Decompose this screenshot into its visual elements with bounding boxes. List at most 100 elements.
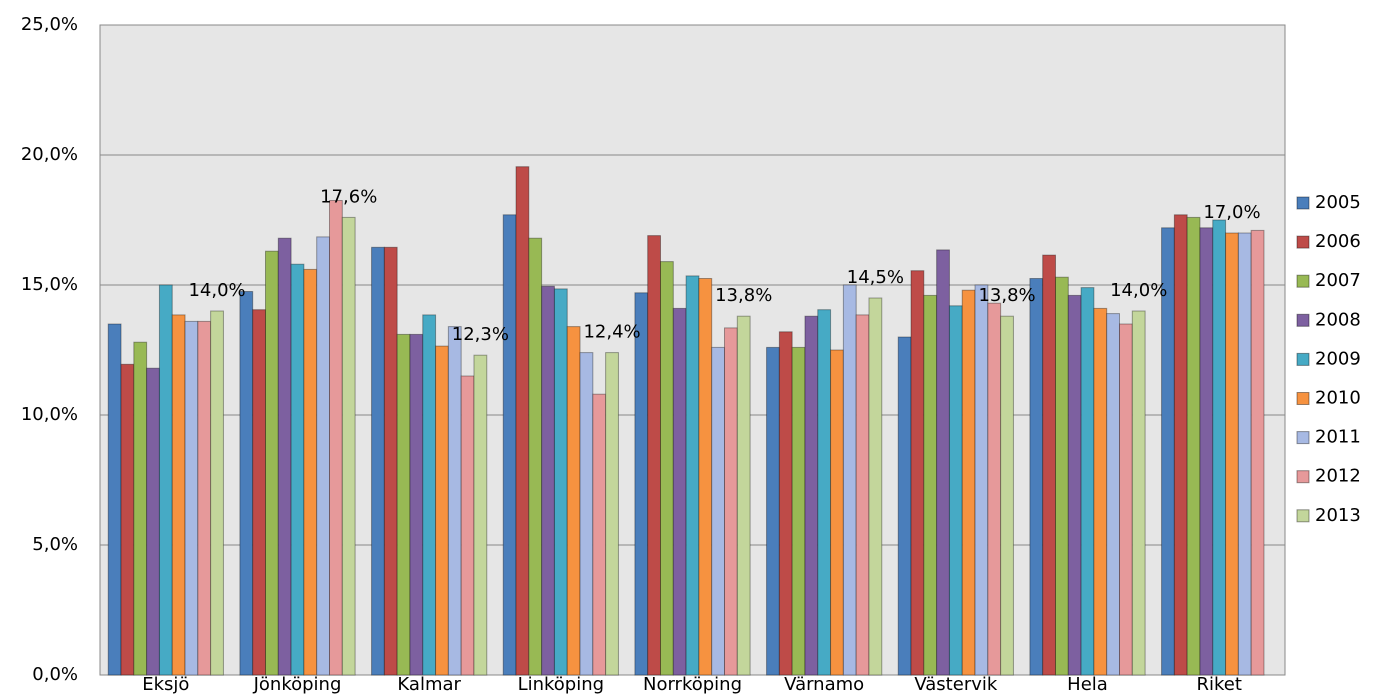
value-label: 13,8% [715,285,772,306]
value-label: 14,0% [1110,280,1167,301]
bar [473,354,488,676]
bar [1225,232,1239,676]
bar [158,284,173,676]
bar [277,237,292,676]
value-label: 14,5% [847,267,904,288]
value-label: 14,0% [188,280,245,301]
legend-label: 2013 [1315,505,1361,526]
bar [210,310,224,676]
legend-label: 2005 [1315,192,1361,213]
bar [502,214,517,676]
y-tick-label: 20,0% [21,144,78,165]
bar [396,333,411,676]
bar [897,336,912,676]
bar [1080,287,1095,676]
bar [961,289,976,676]
bar [868,297,883,676]
bar [290,263,305,676]
legend-label: 2011 [1315,427,1361,448]
bar [659,261,674,676]
bar [120,363,135,676]
bar [252,309,266,676]
bar [553,288,568,676]
bar [1119,323,1133,676]
bar [736,315,751,676]
legend-label: 2007 [1315,270,1361,291]
bar [264,250,279,676]
bar [146,367,160,676]
legend-swatch [1296,235,1310,249]
bar [409,333,424,676]
bar [948,305,963,676]
legend-swatch [1296,470,1310,484]
value-label: 13,8% [978,285,1035,306]
bar [1067,294,1082,676]
bar [1042,254,1056,676]
bar [1093,307,1108,676]
bar [724,327,738,676]
bar [910,270,925,676]
bar [579,352,594,676]
bar [1000,315,1014,676]
legend-swatch [1296,352,1310,366]
bar [515,166,530,676]
bar [1237,232,1252,676]
bar [447,326,462,676]
bar [329,200,343,676]
bar [1106,313,1121,676]
bar [842,284,857,676]
x-tick-label: Värnamo [784,674,864,695]
bar [1173,214,1188,676]
bar [316,236,331,676]
bar [1212,219,1227,676]
bar [1186,216,1201,676]
bar [974,284,989,676]
bar [855,314,870,676]
legend-label: 2009 [1315,348,1361,369]
bar [791,346,806,676]
bar [634,292,649,676]
bar [672,307,687,676]
legend-swatch [1296,196,1310,210]
bar [460,375,475,676]
x-tick-label: Helaregionen [1048,674,1127,700]
legend-label: 2008 [1315,309,1361,330]
bar [371,246,385,676]
bar [685,275,700,676]
y-tick-label: 15,0% [21,274,78,295]
bar [197,320,212,676]
bar [303,268,318,676]
bar [239,291,254,676]
bar [766,346,780,676]
x-tick-label: Eksjö [142,674,189,695]
legend-swatch [1296,392,1310,405]
y-tick-label: 25,0% [21,14,78,35]
legend-swatch [1296,509,1310,523]
legend-label: 2006 [1315,231,1361,252]
x-tick-label: Riket [1196,674,1241,695]
bar [711,346,726,676]
bar [987,302,1002,676]
value-label: 17,6% [320,186,377,207]
bar [592,393,607,676]
x-tick-label: Linköping [518,674,605,695]
legend-swatch [1296,274,1310,288]
bar [184,320,199,676]
x-tick-label: Jönköping [253,674,342,695]
bar [171,314,186,676]
bar [566,326,581,676]
bar [804,315,819,676]
bar [1250,229,1265,676]
bar [107,323,122,676]
bar [817,309,832,676]
bar [383,246,398,676]
value-label: 12,3% [452,324,509,345]
y-tick-label: 10,0% [21,404,78,425]
legend-label: 2012 [1315,466,1361,487]
bar [541,285,555,676]
bar [341,216,356,676]
x-tick-label: Västervik [914,674,998,695]
bar [1054,276,1069,676]
bar [133,341,148,676]
